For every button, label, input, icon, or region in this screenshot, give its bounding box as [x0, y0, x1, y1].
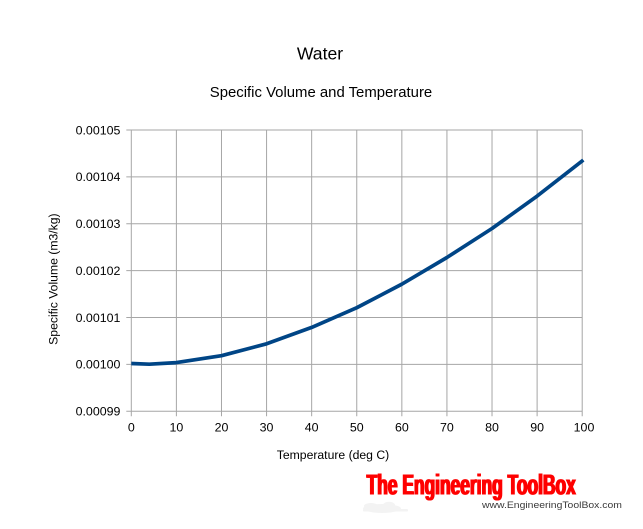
svg-text:0.00103: 0.00103	[76, 217, 121, 231]
svg-text:20: 20	[215, 421, 229, 435]
svg-text:Temperature (deg C): Temperature (deg C)	[277, 448, 389, 462]
svg-text:70: 70	[440, 421, 454, 435]
svg-text:0.00102: 0.00102	[76, 264, 121, 278]
svg-text:30: 30	[260, 421, 274, 435]
svg-text:90: 90	[530, 421, 544, 435]
svg-text:Specific Volume (m3/kg): Specific Volume (m3/kg)	[46, 213, 60, 344]
svg-text:0.00104: 0.00104	[76, 170, 121, 184]
svg-text:100: 100	[574, 421, 595, 435]
svg-text:0.00101: 0.00101	[76, 311, 121, 325]
svg-text:50: 50	[350, 421, 364, 435]
svg-text:10: 10	[169, 421, 183, 435]
svg-text:Specific Volume and Temperatur: Specific Volume and Temperature	[210, 85, 432, 101]
svg-text:0: 0	[128, 421, 135, 435]
svg-text:60: 60	[395, 421, 409, 435]
svg-text:The Engineering ToolBox: The Engineering ToolBox	[367, 471, 576, 502]
svg-text:80: 80	[485, 421, 499, 435]
svg-text:0.00100: 0.00100	[76, 358, 121, 372]
svg-text:0.00099: 0.00099	[76, 405, 121, 419]
svg-text:The Engineering ToolBox: The Engineering ToolBox	[367, 471, 576, 502]
svg-text:www.EngineeringToolBox.com: www.EngineeringToolBox.com	[481, 500, 622, 510]
svg-text:0.00105: 0.00105	[76, 123, 121, 137]
svg-text:40: 40	[305, 421, 319, 435]
svg-text:The Engineering ToolBox: The Engineering ToolBox	[366, 471, 575, 502]
svg-text:Water: Water	[297, 43, 343, 63]
